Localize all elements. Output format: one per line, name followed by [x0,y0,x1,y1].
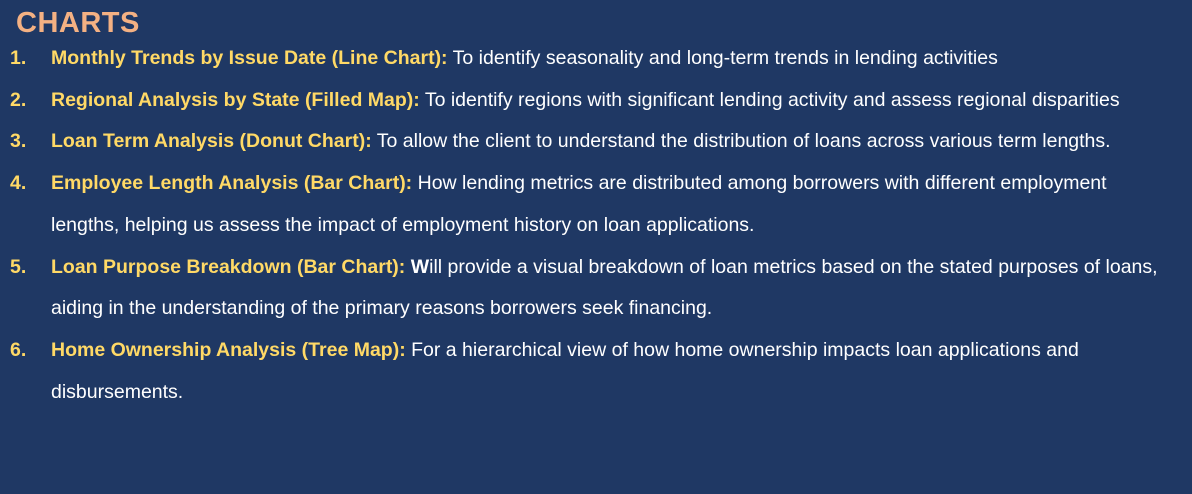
item-description: To identify seasonality and long-term tr… [447,47,998,69]
item-title: Employee Length Analysis (Bar Chart): [51,172,413,195]
item-number: 3. [10,130,27,153]
item-number: 1. [10,47,27,69]
item-description: How lending metrics are distributed amon… [51,172,1107,236]
list-item: 1. Monthly Trends by Issue Date (Line Ch… [0,38,1192,80]
list-item: 4. Employee Length Analysis (Bar Chart):… [0,163,1192,246]
item-number: 6. [10,338,27,361]
charts-list: 1. Monthly Trends by Issue Date (Line Ch… [0,38,1192,413]
item-description: For a hierarchical view of how home owne… [51,338,1079,403]
list-item: 2. Regional Analysis by State (Filled Ma… [0,80,1192,122]
item-title: Loan Term Analysis (Donut Chart): [51,130,372,153]
item-number: 2. [10,88,27,111]
item-description: To identify regions with significant len… [419,88,1120,111]
item-number: 5. [10,255,27,278]
item-number: 4. [10,172,27,195]
item-title: Home Ownership Analysis (Tree Map): [51,338,406,361]
page-title: CHARTS [16,7,140,39]
list-item: 5. Loan Purpose Breakdown (Bar Chart): W… [0,247,1192,330]
item-lead: W [405,255,430,278]
item-title: Monthly Trends by Issue Date (Line Chart… [51,47,448,69]
item-title: Loan Purpose Breakdown (Bar Chart): [51,255,406,278]
item-title: Regional Analysis by State (Filled Map): [51,88,420,111]
item-description: To allow the client to understand the di… [371,130,1111,153]
item-description: ill provide a visual breakdown of loan m… [51,255,1158,320]
list-item: 3. Loan Term Analysis (Donut Chart): To … [0,121,1192,163]
list-item: 6. Home Ownership Analysis (Tree Map): F… [0,330,1192,413]
